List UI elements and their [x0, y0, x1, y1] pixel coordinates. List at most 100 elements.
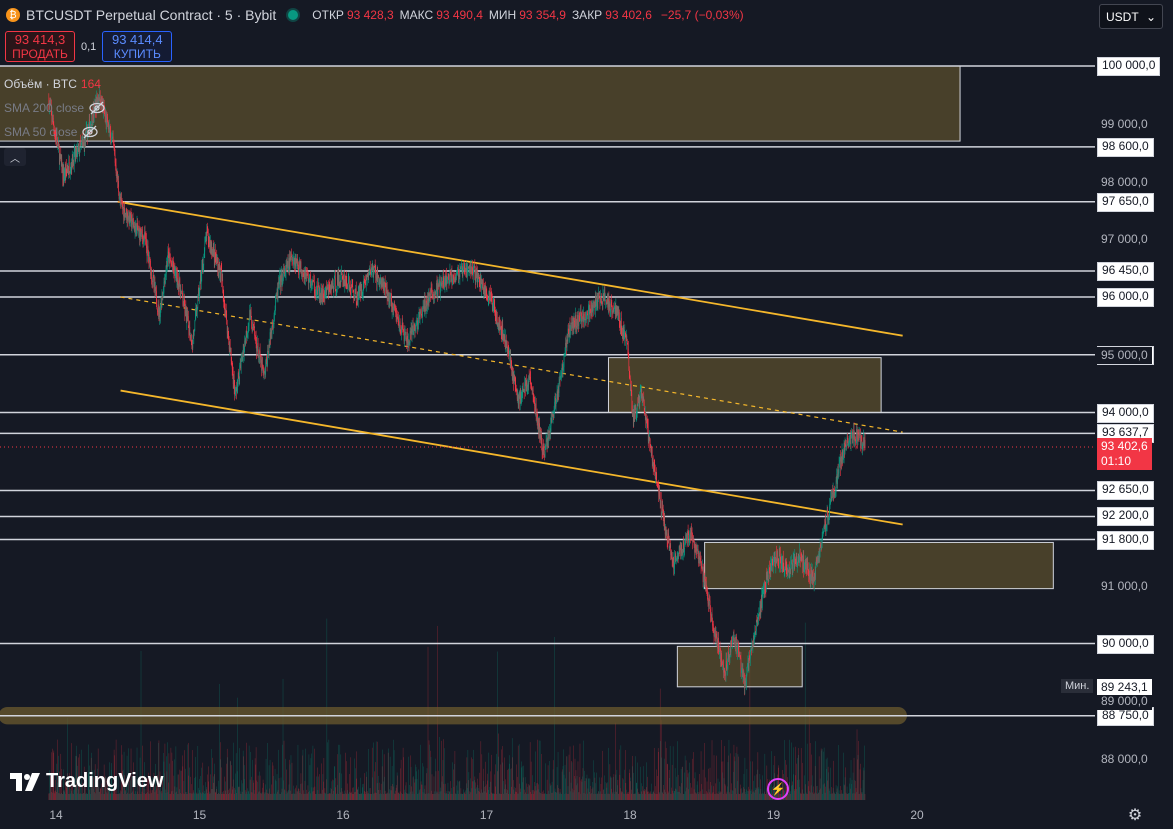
candle-body	[354, 288, 356, 295]
candle-body	[381, 284, 383, 286]
candle-body	[484, 287, 485, 297]
candle-body	[153, 274, 154, 278]
volume-bar	[791, 781, 793, 800]
candle-body	[194, 320, 196, 331]
candle-body	[823, 531, 824, 534]
candle-body	[700, 561, 702, 567]
symbol-title[interactable]: BTCUSDT Perpetual Contract · 5 · Bybit	[26, 7, 277, 23]
candle-body	[599, 292, 600, 294]
candle-body	[675, 554, 676, 561]
volume-bar	[748, 786, 749, 800]
volume-bar	[708, 789, 710, 800]
buy-button[interactable]: 93 414,4 КУПИТЬ	[102, 31, 173, 62]
candle-body	[392, 306, 394, 311]
candle-body	[682, 541, 684, 553]
volume-bar	[313, 791, 315, 800]
candle-body	[698, 556, 700, 564]
candle-body	[450, 271, 451, 272]
volume-bar	[125, 790, 126, 800]
volume-bar	[848, 792, 850, 800]
candle-body	[288, 258, 290, 268]
currency-select[interactable]: USDT ⌄	[1099, 4, 1163, 29]
candle-body	[56, 137, 58, 144]
candle-body	[777, 562, 779, 565]
volume-bar	[285, 758, 286, 800]
sell-button[interactable]: 93 414,3 ПРОДАТЬ	[5, 31, 75, 62]
volume-bar	[390, 790, 391, 800]
volume-bar	[657, 793, 658, 800]
volume-bar	[602, 750, 603, 800]
legend-sma50[interactable]: SMA 50 close	[4, 120, 106, 144]
candle-body	[521, 391, 523, 395]
volume-bar	[604, 793, 606, 800]
volume-bar	[626, 789, 627, 800]
candle-body	[143, 236, 145, 241]
volume-bar	[438, 770, 439, 800]
candle-body	[159, 308, 161, 318]
volume-bar	[411, 793, 413, 800]
volume-bar	[147, 792, 148, 800]
volume-bar	[465, 790, 466, 800]
candle-body	[436, 283, 438, 286]
volume-bar	[130, 748, 132, 800]
candle-body	[164, 281, 165, 283]
volume-bar	[856, 729, 858, 800]
candle-body	[249, 310, 251, 320]
volume-bar	[732, 791, 734, 800]
candle-body	[322, 289, 323, 302]
candle-body	[123, 206, 124, 217]
candle-body	[776, 560, 778, 563]
volume-bar	[721, 761, 723, 800]
candle-body	[778, 564, 780, 566]
volume-bar	[489, 793, 490, 800]
volume-bar	[283, 740, 285, 800]
candle-body	[185, 307, 187, 310]
collapse-legend-button[interactable]: ︿	[4, 148, 26, 166]
volume-bar	[556, 767, 558, 800]
volume-bar	[546, 779, 548, 800]
candle-body	[835, 480, 837, 493]
candle-body	[159, 308, 160, 318]
candle-body	[285, 272, 286, 274]
candle-body	[786, 568, 788, 570]
candle-body	[160, 308, 161, 318]
eye-crossed-icon[interactable]	[81, 125, 99, 139]
candle-body	[812, 576, 814, 582]
volume-bar	[731, 793, 733, 800]
legend-sma200[interactable]: SMA 200 close	[4, 96, 106, 120]
volume-bar	[95, 793, 96, 800]
candle-body	[769, 568, 770, 573]
candle-body	[520, 392, 521, 402]
candle-body	[171, 262, 172, 264]
volume-bar	[195, 756, 196, 800]
volume-bar	[729, 793, 731, 800]
volume-bar	[716, 793, 718, 800]
candle-body	[471, 270, 472, 274]
volume-bar	[299, 792, 301, 800]
sell-label: ПРОДАТЬ	[12, 47, 68, 61]
eye-crossed-icon[interactable]	[88, 101, 106, 115]
volume-bar	[581, 779, 582, 800]
candle-body	[202, 265, 204, 267]
candle-body	[633, 412, 635, 424]
candle-body	[466, 268, 467, 271]
candle-body	[779, 554, 781, 563]
volume-bar	[665, 748, 667, 800]
volume-bar	[614, 791, 616, 800]
candle-body	[770, 563, 772, 570]
legend-volume[interactable]: Объём · BTC 164	[4, 72, 106, 96]
volume-bar	[598, 791, 600, 800]
candle-body	[206, 226, 208, 240]
volume-bar	[300, 783, 301, 800]
candle-body	[841, 450, 843, 464]
candle-body	[723, 668, 725, 673]
candle-body	[64, 169, 66, 176]
candle-body	[693, 542, 695, 546]
volume-bar	[846, 786, 848, 800]
volume-bar	[542, 793, 544, 800]
candle-body	[170, 261, 172, 263]
volume-bar	[454, 751, 456, 800]
volume-bar	[249, 793, 250, 800]
volume-bar	[581, 781, 583, 800]
